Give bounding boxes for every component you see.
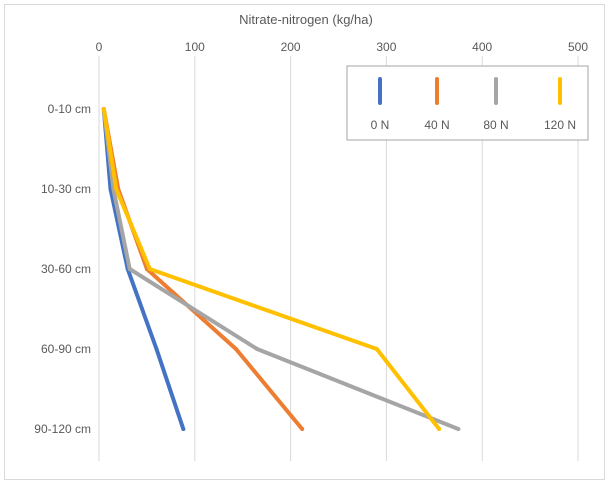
x-tick-label: 0 xyxy=(96,40,103,54)
y-category-label: 60-90 cm xyxy=(41,342,91,356)
legend-label: 80 N xyxy=(483,118,508,132)
data-point xyxy=(114,187,119,191)
legend: 0 N 40 N 80 N 120 N xyxy=(346,65,589,141)
y-category-label: 10-30 cm xyxy=(41,182,91,196)
data-point xyxy=(101,107,106,111)
legend-label: 40 N xyxy=(424,118,449,132)
data-point xyxy=(437,427,442,431)
data-point xyxy=(154,347,159,351)
data-point xyxy=(300,427,305,431)
series-lines xyxy=(101,107,461,431)
y-category-label: 0-10 cm xyxy=(48,102,91,116)
data-point xyxy=(147,267,152,271)
series-line-0-n xyxy=(101,107,186,431)
x-axis-title: Nitrate-nitrogen (kg/ha) xyxy=(239,12,373,27)
chart-frame: Nitrate-nitrogen (kg/ha) 0 100 200 300 400 50… xyxy=(4,4,605,480)
legend-box xyxy=(346,65,589,141)
data-point xyxy=(234,347,238,351)
series-line-40-n xyxy=(101,107,305,431)
x-tick-label: 100 xyxy=(185,40,205,54)
x-tick-label: 300 xyxy=(376,40,396,54)
x-tick-label: 500 xyxy=(568,40,588,54)
data-point xyxy=(255,347,260,351)
series-line-120-n xyxy=(101,107,442,431)
y-category-label: 30-60 cm xyxy=(41,262,91,276)
data-point xyxy=(181,427,186,431)
x-tick-labels: 0 100 200 300 400 500 xyxy=(96,40,589,54)
legend-label: 120 N xyxy=(544,118,576,132)
x-tick-label: 400 xyxy=(472,40,492,54)
series-line-80-n xyxy=(101,107,461,431)
data-point xyxy=(127,267,132,271)
data-point xyxy=(456,427,461,431)
legend-label: 0 N xyxy=(371,118,390,132)
y-category-labels: 0-10 cm 10-30 cm 30-60 cm 60-90 cm 90-120 cm xyxy=(34,102,91,436)
data-point xyxy=(374,347,379,351)
x-tick-label: 200 xyxy=(281,40,301,54)
y-category-label: 90-120 cm xyxy=(34,422,91,436)
chart-svg: Nitrate-nitrogen (kg/ha) 0 100 200 300 400 50… xyxy=(34,12,589,461)
